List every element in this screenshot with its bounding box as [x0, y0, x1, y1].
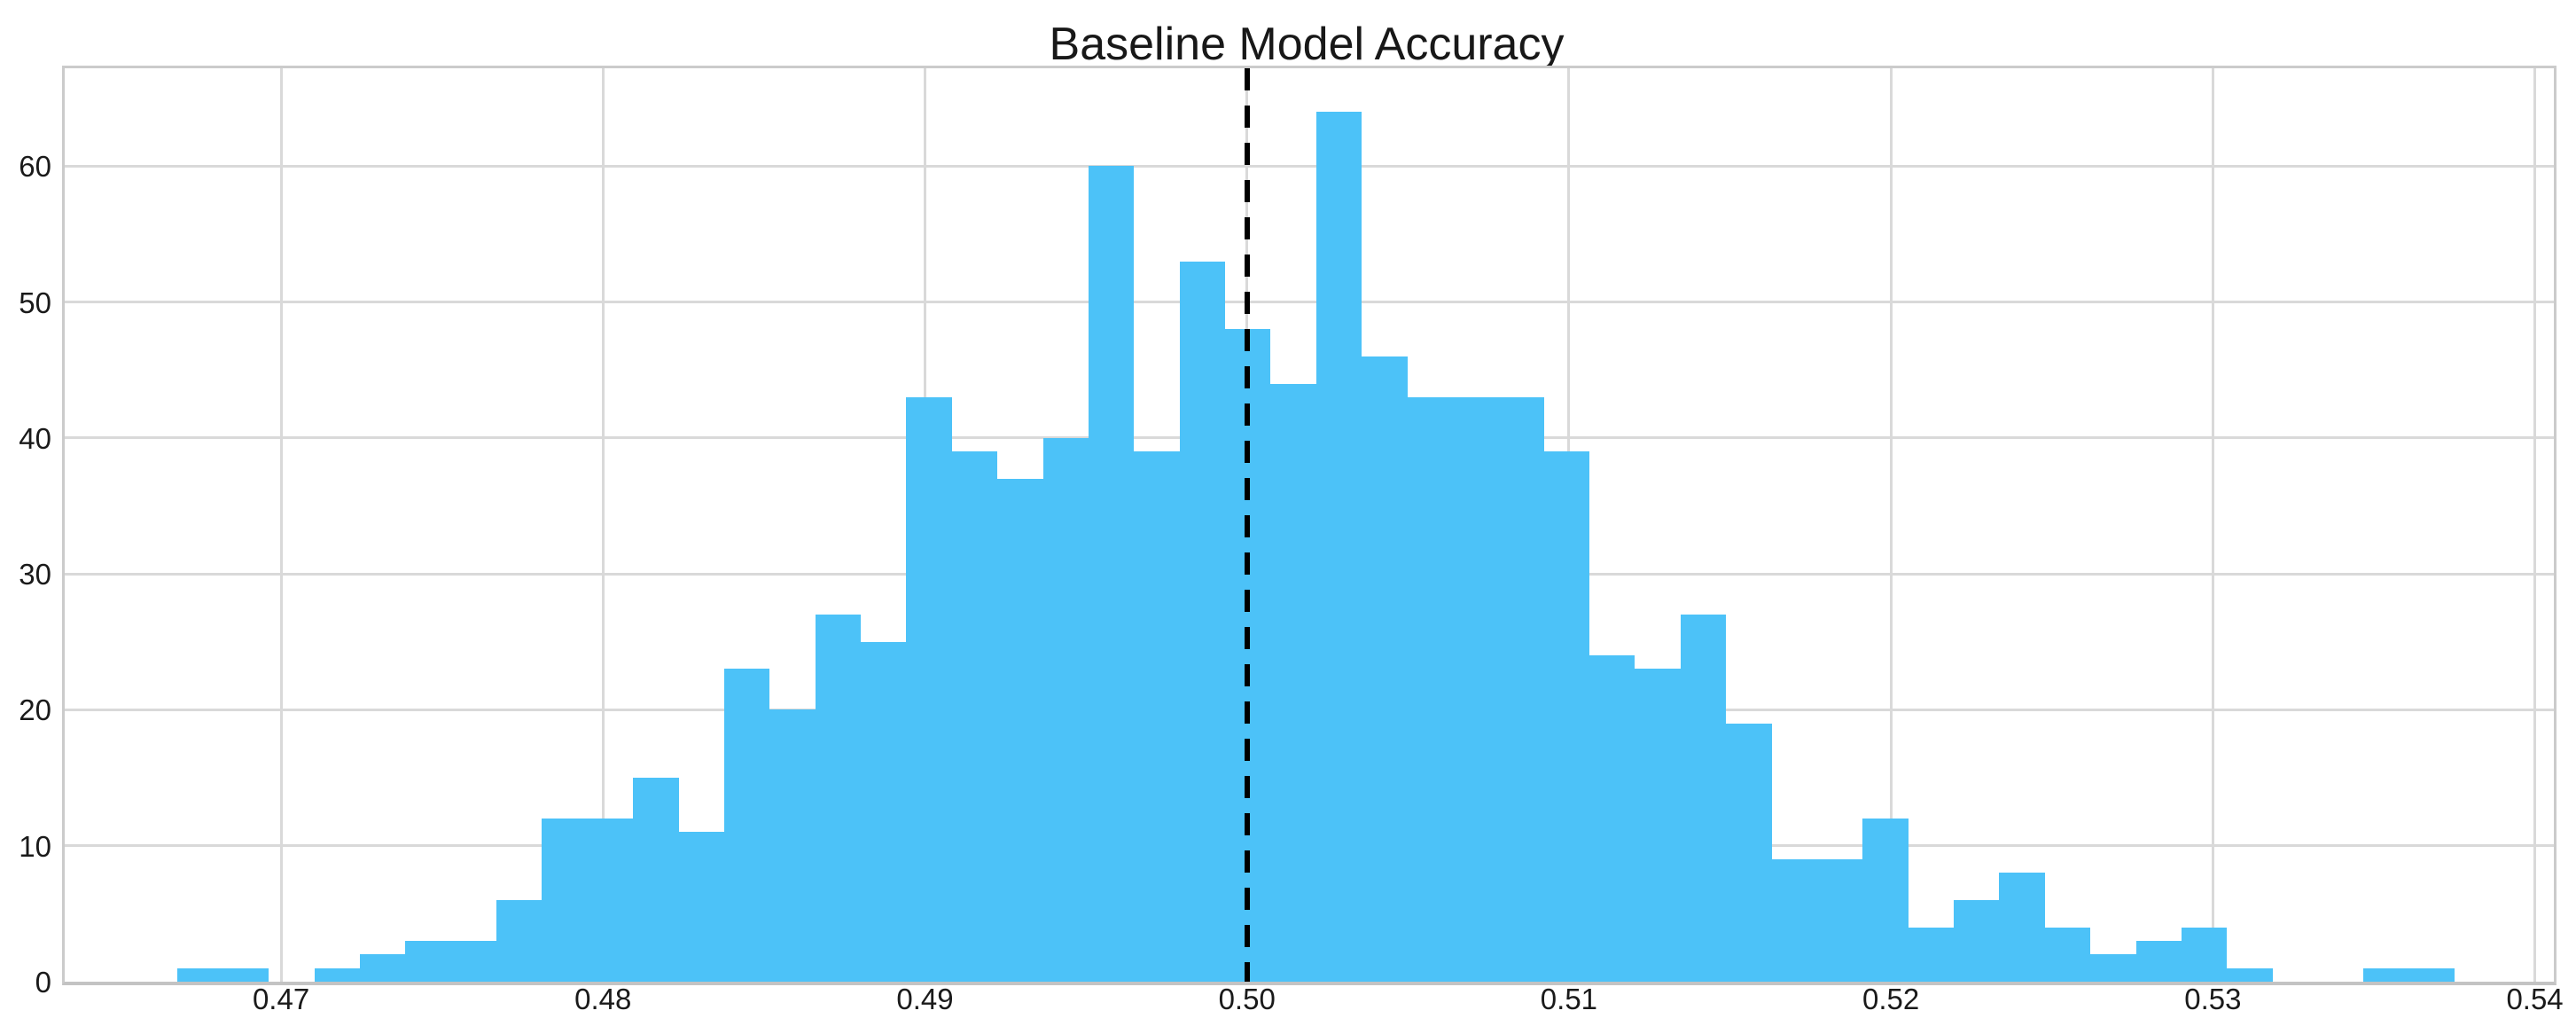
grid-line-x-0.54 [2533, 68, 2537, 982]
histogram-bar [2363, 967, 2409, 982]
histogram-bar [815, 615, 862, 982]
histogram-bar [1589, 655, 1635, 982]
grid-line-x-0.53 [2211, 68, 2214, 982]
y-tick-label-60: 60 [19, 150, 51, 184]
histogram-bar [1134, 451, 1180, 982]
histogram-bar [2044, 927, 2091, 982]
grid-line-x-0.47 [279, 68, 283, 982]
histogram-bar [1042, 437, 1089, 982]
chart-title: Baseline Model Accuracy [1049, 19, 1565, 70]
grid-line-x-0.48 [601, 68, 605, 982]
grid-line-y-50 [65, 301, 2554, 304]
histogram-bar [678, 832, 724, 982]
histogram-bar [1771, 859, 1817, 982]
histogram-bar [906, 396, 952, 982]
histogram-bar [450, 941, 497, 982]
histogram-bar [997, 478, 1043, 982]
plot-inner [65, 68, 2554, 982]
grid-line-x-0.52 [1889, 68, 1893, 982]
histogram-bar [222, 967, 269, 982]
reference-vline-0.50 [1244, 68, 1250, 982]
x-tick-label-0.53: 0.53 [2184, 983, 2242, 1015]
histogram-bar [723, 669, 770, 982]
histogram-bar [2408, 967, 2455, 982]
histogram-bar [2181, 927, 2228, 982]
histogram-bar [1315, 112, 1362, 982]
histogram-bar [1543, 451, 1590, 982]
histogram-bar [1999, 873, 2045, 982]
x-tick-label-0.51: 0.51 [1540, 983, 1598, 1015]
x-tick-label-0.50: 0.50 [1218, 983, 1276, 1015]
histogram-bar [359, 954, 406, 982]
y-tick-label-40: 40 [19, 421, 51, 455]
histogram-bar [1407, 396, 1453, 982]
x-tick-label-0.49: 0.49 [896, 983, 954, 1015]
histogram-bar [1908, 927, 1955, 982]
grid-line-y-60 [65, 164, 2554, 168]
y-tick-label-0: 0 [35, 966, 51, 999]
histogram-bar [587, 819, 634, 982]
plot-area [62, 66, 2556, 985]
histogram-bar [1270, 383, 1316, 982]
histogram-bar [1862, 819, 1909, 982]
histogram-bar [2090, 954, 2136, 982]
histogram-bar [2227, 967, 2273, 982]
histogram-bar [1635, 669, 1681, 982]
histogram-bar [1954, 900, 2000, 982]
histogram-bar [1498, 396, 1544, 982]
histogram-bar [2135, 941, 2182, 982]
histogram-bar [1680, 615, 1727, 982]
histogram-bar [861, 641, 907, 982]
histogram-bar [496, 900, 543, 982]
histogram-bar [314, 967, 360, 982]
x-tick-label-0.52: 0.52 [1862, 983, 1920, 1015]
histogram-bar [405, 941, 451, 982]
histogram-bar [1816, 859, 1863, 982]
histogram-bar [1726, 723, 1772, 982]
histogram-bar [1362, 356, 1408, 982]
y-tick-label-50: 50 [19, 286, 51, 319]
histogram-bar [1088, 166, 1135, 982]
histogram-bar [769, 709, 816, 982]
histogram-bar [1179, 261, 1226, 982]
x-tick-label-0.54: 0.54 [2506, 983, 2564, 1015]
histogram-bar [1452, 396, 1499, 982]
x-tick-label-0.47: 0.47 [252, 983, 310, 1015]
y-tick-label-10: 10 [19, 829, 51, 863]
x-tick-label-0.48: 0.48 [574, 983, 632, 1015]
histogram-bar [633, 778, 679, 982]
histogram-bar [542, 819, 588, 982]
y-tick-label-30: 30 [19, 558, 51, 591]
y-tick-label-20: 20 [19, 693, 51, 727]
histogram-bar [951, 451, 998, 982]
histogram-bar [177, 967, 223, 982]
